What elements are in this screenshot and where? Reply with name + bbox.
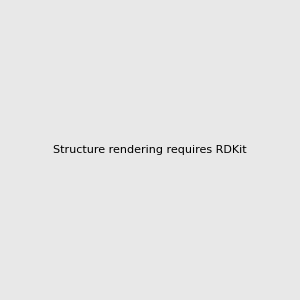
Text: Structure rendering requires RDKit: Structure rendering requires RDKit	[53, 145, 247, 155]
